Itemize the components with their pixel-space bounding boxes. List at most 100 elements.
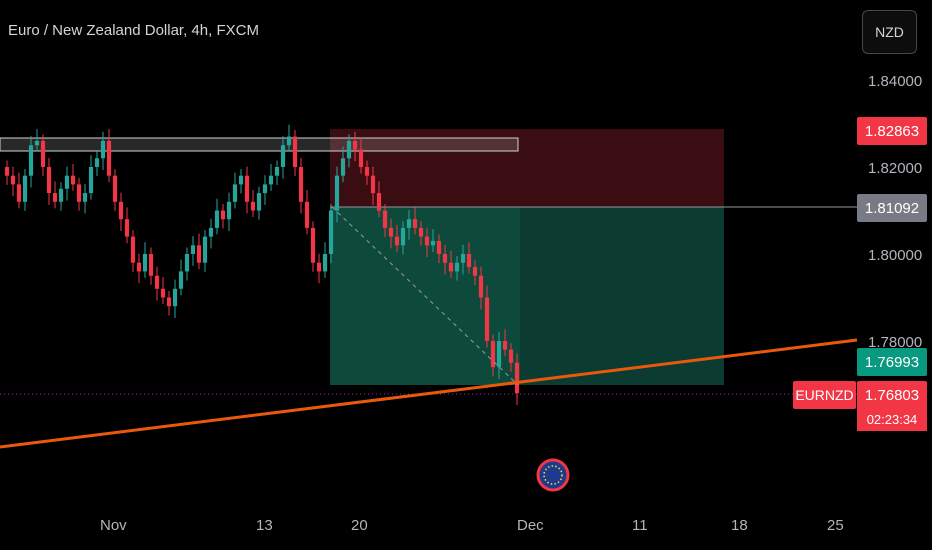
candle-body (256, 193, 262, 211)
candle-body (388, 227, 394, 237)
candle-body (214, 210, 220, 228)
candle-body (88, 167, 94, 194)
candle-body (412, 219, 418, 228)
candle-body (442, 254, 448, 263)
x-tick-nov: Nov (100, 517, 127, 534)
candle-body (286, 136, 292, 146)
y-tick-3: 1.80000 (868, 247, 922, 264)
candle-body (196, 245, 202, 263)
candle-body (472, 267, 478, 276)
candle-body (430, 240, 436, 246)
chart-title: Euro / New Zealand Dollar, 4h, FXCM (8, 22, 259, 39)
x-tick-18: 18 (731, 517, 748, 534)
candle-body (124, 219, 130, 237)
currency-button[interactable]: NZD (862, 10, 917, 54)
candle-body (514, 362, 520, 394)
candle-body (406, 219, 412, 228)
candle-body (370, 175, 376, 194)
candle-body (466, 254, 472, 268)
candle-body (70, 175, 76, 185)
candle-body (10, 175, 16, 185)
candle-body (322, 254, 328, 272)
price-label-entry: 1.81092 (857, 194, 927, 222)
candle-body (328, 210, 334, 254)
candle-body (154, 275, 160, 289)
trendline[interactable] (0, 338, 858, 449)
stop-loss-zone[interactable] (330, 129, 724, 207)
candle-body (178, 271, 184, 289)
candle-body (160, 288, 166, 298)
candle-body (262, 184, 268, 194)
candle-body (244, 175, 250, 202)
price-label-target: 1.76993 (857, 348, 927, 376)
candle-body (298, 167, 304, 202)
y-tick-4: 1.78000 (868, 334, 922, 351)
candle-body (484, 297, 490, 341)
candle-body (142, 254, 148, 272)
candle-body (190, 245, 196, 254)
candle-body (340, 158, 346, 176)
candle-body (208, 227, 214, 237)
candle-body (22, 175, 28, 202)
candle-body (508, 349, 514, 363)
candle-body (52, 193, 58, 202)
candle-body (184, 254, 190, 272)
x-tick-dec: Dec (517, 517, 544, 534)
candle-body (304, 201, 310, 228)
candle-body (352, 140, 358, 150)
eu-flag-event-icon[interactable] (536, 458, 570, 492)
candle-body (64, 175, 70, 189)
symbol-tag: EURNZD (793, 381, 856, 409)
candle-body (100, 140, 106, 159)
price-label-last: 1.76803 (857, 381, 927, 409)
candle-body (112, 175, 118, 202)
candle-body (220, 210, 226, 220)
candle-body (268, 175, 274, 185)
price-label-stop: 1.82863 (857, 117, 927, 145)
projection-line (331, 206, 519, 386)
x-tick-25: 25 (827, 517, 844, 534)
candle-body (166, 297, 172, 307)
candle-body (16, 184, 22, 202)
candle-body (28, 145, 34, 176)
candle-body (250, 201, 256, 211)
candle-body (376, 193, 382, 211)
candle-body (364, 167, 370, 176)
candle-body (232, 184, 238, 202)
candle-body (274, 167, 280, 176)
x-tick-13: 13 (256, 517, 273, 534)
candle-body (460, 254, 466, 263)
candle-body (454, 262, 460, 272)
candle-body (502, 341, 508, 350)
candle-body (148, 254, 154, 276)
candle-body (82, 193, 88, 202)
candle-body (136, 262, 142, 272)
x-tick-20: 20 (351, 517, 368, 534)
candle-body (4, 167, 10, 176)
candle-body (316, 262, 322, 272)
candle-body (310, 227, 316, 263)
candle-body (172, 288, 178, 307)
candle-body (478, 275, 484, 298)
y-tick-2: 1.82000 (868, 160, 922, 177)
candle-body (118, 201, 124, 220)
candle-body (106, 140, 112, 176)
candle-body (436, 240, 442, 254)
candle-body (496, 341, 502, 368)
resistance-box[interactable] (0, 137, 519, 152)
candles (4, 124, 520, 405)
candle-body (448, 262, 454, 272)
candle-body (418, 227, 424, 237)
candle-body (280, 145, 286, 167)
candle-body (94, 158, 100, 167)
y-tick-1: 1.84000 (868, 73, 922, 90)
countdown-timer: 02:23:34 (857, 407, 927, 431)
candle-body (226, 201, 232, 220)
candle-body (76, 184, 82, 202)
candle-body (394, 236, 400, 246)
candle-body (130, 236, 136, 263)
candle-body (358, 149, 364, 167)
candle-body (424, 236, 430, 246)
candle-body (490, 341, 496, 368)
